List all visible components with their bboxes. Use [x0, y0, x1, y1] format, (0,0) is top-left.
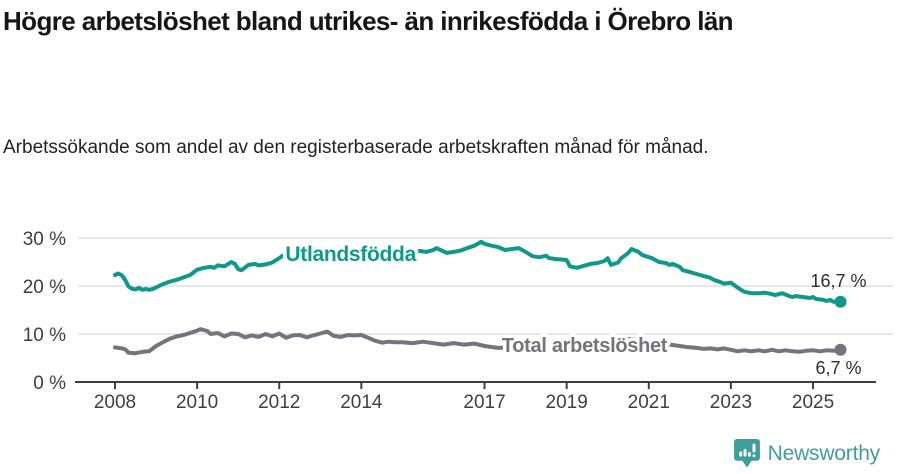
end-dot-total [834, 343, 847, 356]
series-label-utlandsfodda: Utlandsfödda [285, 243, 416, 266]
newsworthy-logo-icon [733, 439, 760, 468]
x-tick-label: 2019 [546, 392, 588, 413]
chart-title: Högre arbetslöshet bland utrikes- än inr… [3, 6, 734, 36]
series-label-total: Total arbetslöshet [502, 335, 668, 357]
y-tick-label: 20 % [23, 277, 66, 298]
y-axis-labels: 0 % 10 % 20 % 30 % [23, 229, 66, 394]
y-tick-label: 0 % [33, 373, 66, 394]
x-tick-label: 2023 [710, 392, 752, 413]
x-tick-label: 2025 [792, 392, 834, 413]
chart-subtitle: Arbetssökande som andel av den registerb… [3, 137, 709, 158]
x-tick-label: 2010 [176, 392, 218, 413]
series-utlandsfodda [113, 239, 843, 304]
x-tick-label: 2012 [258, 392, 300, 413]
x-tick-label: 2021 [628, 392, 670, 413]
end-value-label-total: 6,7 % [815, 358, 861, 378]
x-axis-ticks: 2008 2010 2012 2014 2017 2019 2021 2023 2025 [94, 382, 834, 413]
series-total [113, 327, 843, 356]
series-line-total [113, 327, 843, 356]
y-tick-label: 30 % [23, 229, 66, 250]
end-dot-utlandsfodda [834, 295, 847, 308]
x-tick-label: 2008 [94, 392, 136, 413]
y-tick-label: 10 % [23, 325, 66, 346]
gridlines [75, 237, 893, 383]
x-tick-label: 2014 [340, 392, 383, 413]
series-line-utlandsfodda [113, 239, 843, 304]
x-tick-label: 2017 [463, 392, 505, 413]
end-value-label-utlandsfodda: 16,7 % [810, 271, 866, 291]
brand-name: Newsworthy [767, 441, 881, 465]
brand-footer: Newsworthy [733, 438, 880, 469]
